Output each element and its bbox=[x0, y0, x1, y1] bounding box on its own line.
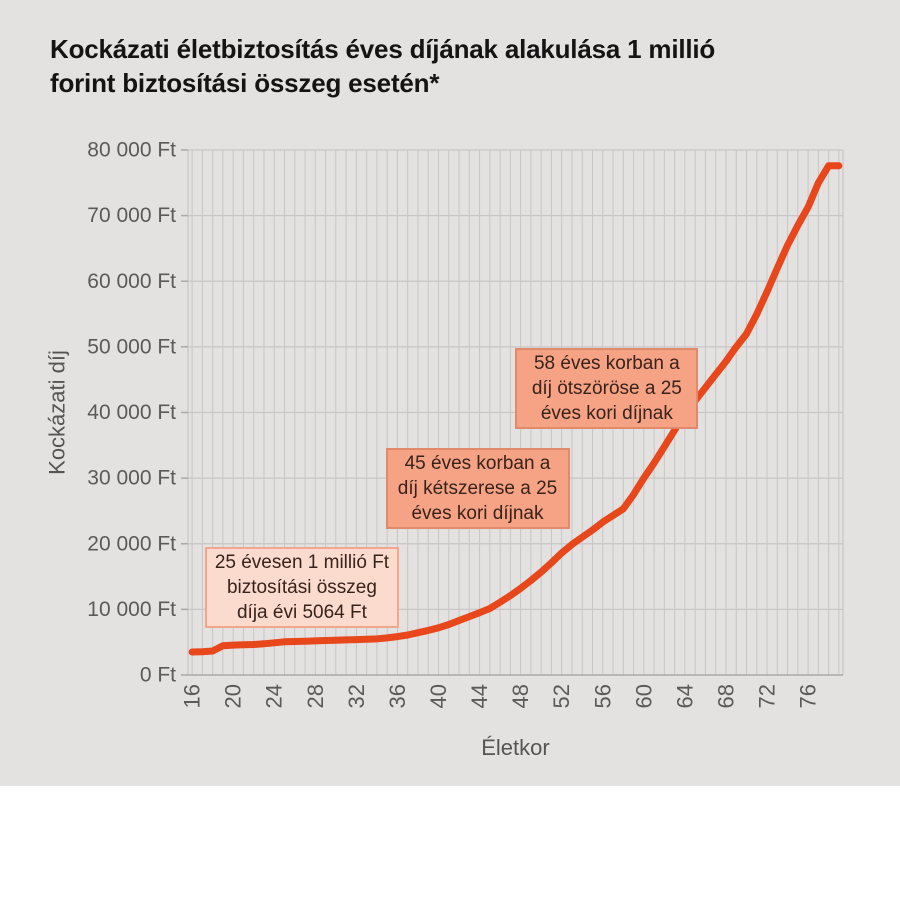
annotation-line: 25 évesen 1 millió Ft bbox=[214, 552, 390, 574]
x-tick-label: 60 bbox=[631, 684, 656, 708]
x-tick-label: 16 bbox=[180, 684, 205, 708]
y-tick-label: 30 000 Ft bbox=[87, 467, 176, 490]
annotation-line: 45 éves korban a bbox=[404, 453, 551, 475]
y-tick-label: 40 000 Ft bbox=[87, 401, 176, 424]
annotation-line: 58 éves korban a bbox=[533, 353, 680, 375]
premium-line-series bbox=[188, 162, 843, 656]
y-tick-label: 70 000 Ft bbox=[87, 204, 176, 227]
x-tick-label: 24 bbox=[262, 684, 287, 708]
x-tick-label: 40 bbox=[426, 684, 451, 708]
annotation-line: éves kori díjnak bbox=[540, 403, 673, 425]
x-tick-label: 28 bbox=[303, 684, 328, 708]
x-tick-label: 52 bbox=[549, 684, 574, 708]
y-axis-title: Kockázati díj bbox=[45, 350, 70, 475]
footer: Megjegyzés: a biztosítási összeggel a dí… bbox=[0, 786, 900, 900]
annotation-line: éves kori díjnak bbox=[411, 503, 544, 525]
x-tick-label: 76 bbox=[796, 684, 821, 708]
annotation-line: biztosítási összeg bbox=[226, 577, 377, 599]
y-tick-label: 80 000 Ft bbox=[87, 139, 176, 162]
annotation-box-age45: 45 éves korban a díj kétszerese a 25 éve… bbox=[385, 448, 570, 530]
y-tick-label: 0 Ft bbox=[140, 664, 176, 687]
x-tick-label: 64 bbox=[672, 684, 697, 708]
y-tick-label: 60 000 Ft bbox=[87, 270, 176, 293]
x-tick-label: 56 bbox=[590, 684, 615, 708]
x-tick-label: 32 bbox=[344, 684, 369, 708]
chart-title: Kockázati életbiztosítás éves díjának al… bbox=[50, 34, 716, 98]
x-tick-label: 48 bbox=[508, 684, 533, 708]
annotation-line: díj ötszöröse a 25 bbox=[531, 378, 682, 400]
annotation-box-age58: 58 éves korban a díj ötszöröse a 25 éves… bbox=[515, 348, 699, 430]
x-tick-label: 44 bbox=[467, 684, 492, 708]
annotation-line: díja évi 5064 Ft bbox=[236, 602, 367, 624]
y-tick-label: 10 000 Ft bbox=[87, 598, 176, 621]
x-tick-label: 72 bbox=[755, 684, 780, 708]
x-tick-label: 36 bbox=[385, 684, 410, 708]
x-axis-title: Életkor bbox=[481, 735, 549, 760]
x-tick-label: 68 bbox=[713, 684, 738, 708]
x-tick-label: 20 bbox=[221, 684, 246, 708]
annotation-box-age25: 25 évesen 1 millió Ft biztosítási összeg… bbox=[204, 547, 399, 629]
y-tick-label: 20 000 Ft bbox=[87, 532, 176, 555]
annotation-line: díj kétszerese a 25 bbox=[397, 478, 558, 500]
chart-canvas: 0 Ft 10 000 Ft 20 000 Ft 30 000 Ft 40 000 Ft… bbox=[45, 139, 844, 760]
y-tick-label: 50 000 Ft bbox=[87, 335, 176, 358]
